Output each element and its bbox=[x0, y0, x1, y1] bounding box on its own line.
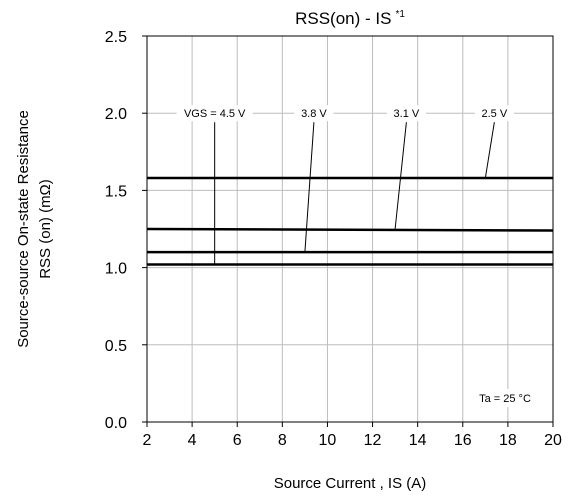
plot-area-frame bbox=[146, 35, 554, 423]
series-label: 3.1 V bbox=[394, 108, 420, 120]
x-tick-labels: 2 4 6 8 10 12 14 16 18 20 bbox=[143, 422, 562, 449]
series-label-leader bbox=[304, 122, 315, 253]
x-tick-label: 14 bbox=[409, 432, 427, 449]
ambient-temp-box bbox=[470, 389, 542, 407]
y-tick-label: 0.0 bbox=[105, 415, 127, 432]
series-line bbox=[146, 227, 554, 232]
y-tick-label: 2.0 bbox=[105, 106, 127, 123]
y-tick-label: 0.5 bbox=[105, 338, 127, 355]
y-tick-label: 2.5 bbox=[105, 29, 127, 46]
series-label-background bbox=[176, 105, 253, 122]
y-axis-label-line2: RSS (on) (mΩ) bbox=[37, 179, 54, 279]
y-tick-labels: 0.0 0.5 1.0 1.5 2.0 2.5 bbox=[105, 29, 147, 432]
series-label: VGS = 4.5 V bbox=[184, 108, 246, 120]
x-tick-label: 20 bbox=[544, 432, 562, 449]
chart-title-superscript: *1 bbox=[395, 9, 405, 20]
chart-title: RSS(on) - IS *1 bbox=[295, 9, 405, 28]
x-tick-label: 10 bbox=[319, 432, 337, 449]
series-label: 3.8 V bbox=[301, 108, 327, 120]
ambient-temp-annotation: Ta = 25 °C bbox=[479, 393, 531, 405]
series-lines bbox=[146, 176, 554, 266]
y-axis-label-line1: Source-source On-state Resistance bbox=[15, 110, 32, 348]
x-tick-label: 16 bbox=[454, 432, 472, 449]
x-tick-label: 12 bbox=[364, 432, 382, 449]
series-labels: VGS = 4.5 V 3.8 V 3.1 V 2.5 V bbox=[176, 105, 514, 265]
x-axis-label: Source Current , IS (A) bbox=[274, 475, 427, 492]
series-label-background bbox=[294, 105, 334, 122]
x-tick-label: 4 bbox=[188, 432, 197, 449]
y-tick-label: 1.0 bbox=[105, 261, 127, 278]
x-tick-label: 6 bbox=[233, 432, 242, 449]
x-tick-label: 18 bbox=[499, 432, 517, 449]
x-tick-label: 8 bbox=[278, 432, 287, 449]
series-label-background bbox=[474, 105, 514, 122]
series-label-leader bbox=[484, 122, 495, 179]
series-label-leader bbox=[394, 122, 407, 230]
series-label-background bbox=[386, 105, 426, 122]
series-label: 2.5 V bbox=[482, 108, 508, 120]
x-tick-label: 2 bbox=[143, 432, 152, 449]
y-tick-label: 1.5 bbox=[105, 183, 127, 200]
chart-title-text: RSS(on) - IS bbox=[295, 9, 391, 28]
